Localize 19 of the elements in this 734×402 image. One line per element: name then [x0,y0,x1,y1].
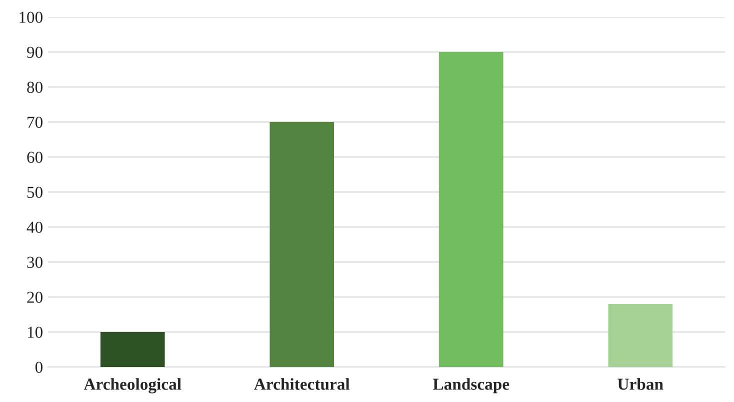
bar [100,332,165,367]
y-tick-label: 10 [28,326,43,338]
x-tick-label: Urban [618,378,664,390]
y-tick-label: 60 [27,152,43,163]
x-tick-label: Archeological [84,378,182,394]
y-tick-label: 30 [27,256,43,268]
bar [270,122,334,367]
x-tick-label: Architectural [254,378,350,390]
y-tick-label: 50 [27,186,43,198]
y-tick-label: 20 [27,292,43,303]
y-tick-label: 70 [28,116,43,128]
y-tick-label: 90 [27,46,43,58]
x-tick-label: Landscape [432,378,510,394]
bar [608,304,673,367]
y-tick-label: 100 [20,12,43,23]
y-tick-label: 80 [27,82,43,93]
y-tick-label: 40 [26,222,43,233]
bar [438,52,504,367]
y-tick-label: 0 [35,362,43,373]
